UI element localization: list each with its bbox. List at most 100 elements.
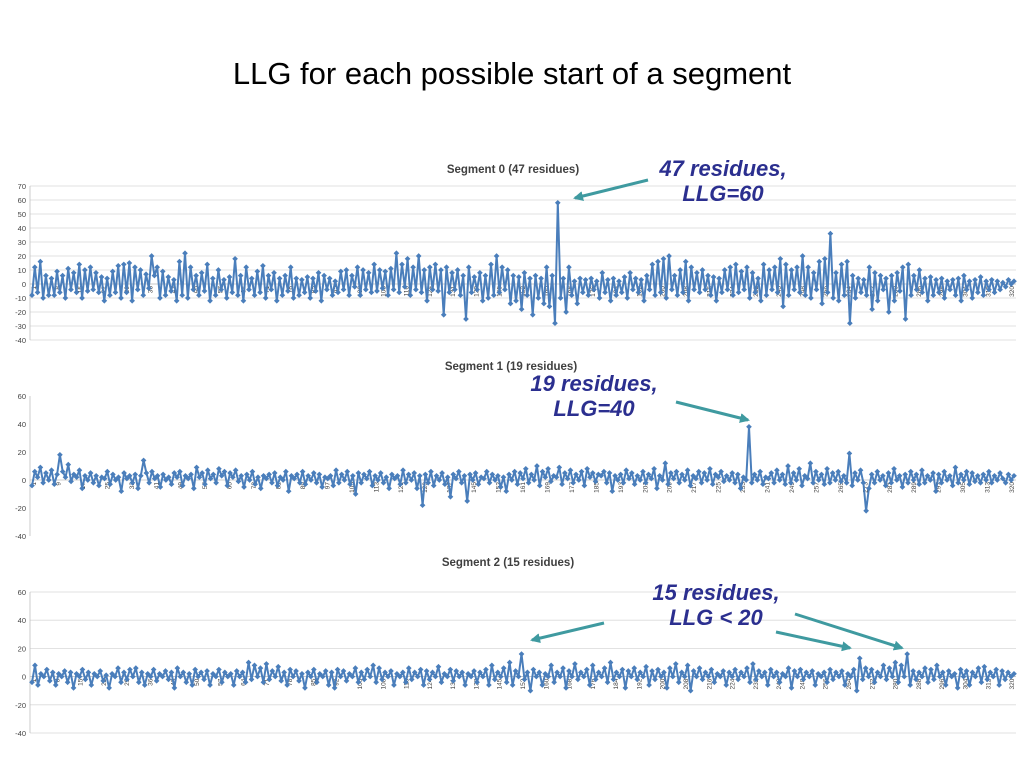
data-point: [933, 488, 939, 495]
data-point: [106, 685, 112, 691]
data-point: [291, 475, 298, 482]
annotation-line: LLG < 20: [669, 605, 763, 631]
data-point: [643, 663, 649, 670]
data-point: [930, 470, 936, 476]
data-point: [1002, 676, 1008, 683]
data-point: [944, 477, 950, 483]
data-point: [103, 672, 109, 679]
data-point: [921, 479, 928, 486]
data-point: [463, 316, 469, 322]
data-point: [319, 673, 326, 680]
data-point: [420, 682, 427, 688]
data-point: [668, 470, 674, 476]
data-point: [486, 479, 493, 486]
data-point: [631, 665, 638, 671]
data-point: [216, 465, 222, 472]
y-tick-label: 20: [18, 252, 26, 261]
data-point: [93, 269, 99, 276]
data-point: [980, 292, 987, 299]
data-point: [87, 264, 94, 271]
data-point: [788, 267, 795, 273]
chart-title-segment-2: Segment 2 (15 residues): [442, 557, 574, 569]
data-point: [972, 478, 978, 485]
data-point: [787, 479, 794, 486]
data-point: [308, 673, 314, 680]
data-point: [704, 477, 710, 483]
data-point: [499, 264, 505, 271]
x-tick-label: 177: [569, 482, 576, 493]
data-point: [690, 668, 697, 674]
data-point: [210, 670, 216, 677]
data-point: [643, 272, 650, 279]
data-point: [698, 479, 705, 486]
data-point: [793, 477, 800, 483]
data-point: [349, 673, 356, 680]
data-point: [518, 306, 525, 313]
data-point: [390, 286, 397, 293]
data-point: [545, 465, 551, 472]
data-point: [883, 676, 890, 683]
data-point: [137, 472, 144, 479]
data-point: [907, 468, 914, 475]
x-tick-label: 241: [765, 482, 772, 493]
data-point: [524, 669, 531, 676]
data-point: [637, 477, 643, 483]
data-point: [592, 478, 599, 485]
data-point: [774, 467, 780, 474]
data-point: [662, 460, 669, 467]
data-point: [723, 682, 730, 688]
data-point: [954, 685, 961, 691]
data-point: [107, 292, 113, 299]
data-point: [554, 669, 560, 676]
x-tick-label: 208: [683, 678, 690, 689]
data-point: [919, 289, 926, 296]
data-point: [1011, 670, 1017, 677]
data-point: [84, 477, 91, 483]
data-point: [531, 477, 537, 483]
data-point: [76, 467, 83, 474]
data-point: [807, 460, 814, 467]
series-llg-segment-0: [29, 199, 1017, 327]
data-point: [79, 485, 86, 492]
data-point: [230, 474, 236, 481]
data-point: [958, 297, 964, 304]
data-point: [394, 670, 400, 677]
data-point: [975, 665, 982, 671]
data-point: [646, 286, 653, 293]
data-point: [238, 472, 245, 479]
data-point: [919, 467, 925, 474]
data-point: [407, 292, 414, 299]
data-point: [960, 477, 967, 483]
data-point: [609, 488, 616, 495]
data-point: [679, 471, 685, 478]
data-point: [513, 297, 519, 304]
data-point: [620, 479, 627, 486]
data-point: [468, 289, 475, 296]
data-point: [329, 292, 336, 299]
data-point: [598, 472, 604, 479]
x-tick-label: 209: [667, 482, 674, 493]
data-point: [715, 474, 722, 481]
data-point: [456, 673, 463, 680]
data-point: [755, 275, 761, 282]
data-point: [186, 670, 193, 677]
data-point: [509, 682, 516, 688]
data-point: [121, 470, 127, 476]
data-point: [480, 673, 486, 680]
data-point: [675, 679, 682, 686]
data-point: [753, 676, 759, 683]
data-point: [583, 666, 590, 673]
data-point: [709, 481, 716, 488]
data-point: [882, 482, 889, 489]
data-point: [260, 262, 266, 269]
data-point: [925, 679, 931, 686]
data-point: [774, 289, 781, 296]
data-point: [331, 685, 338, 691]
data-point: [241, 484, 247, 490]
data-point: [862, 665, 869, 671]
data-point: [424, 297, 430, 304]
data-point: [707, 465, 713, 472]
data-point: [380, 479, 387, 486]
data-point: [112, 289, 119, 296]
data-point: [622, 685, 629, 691]
